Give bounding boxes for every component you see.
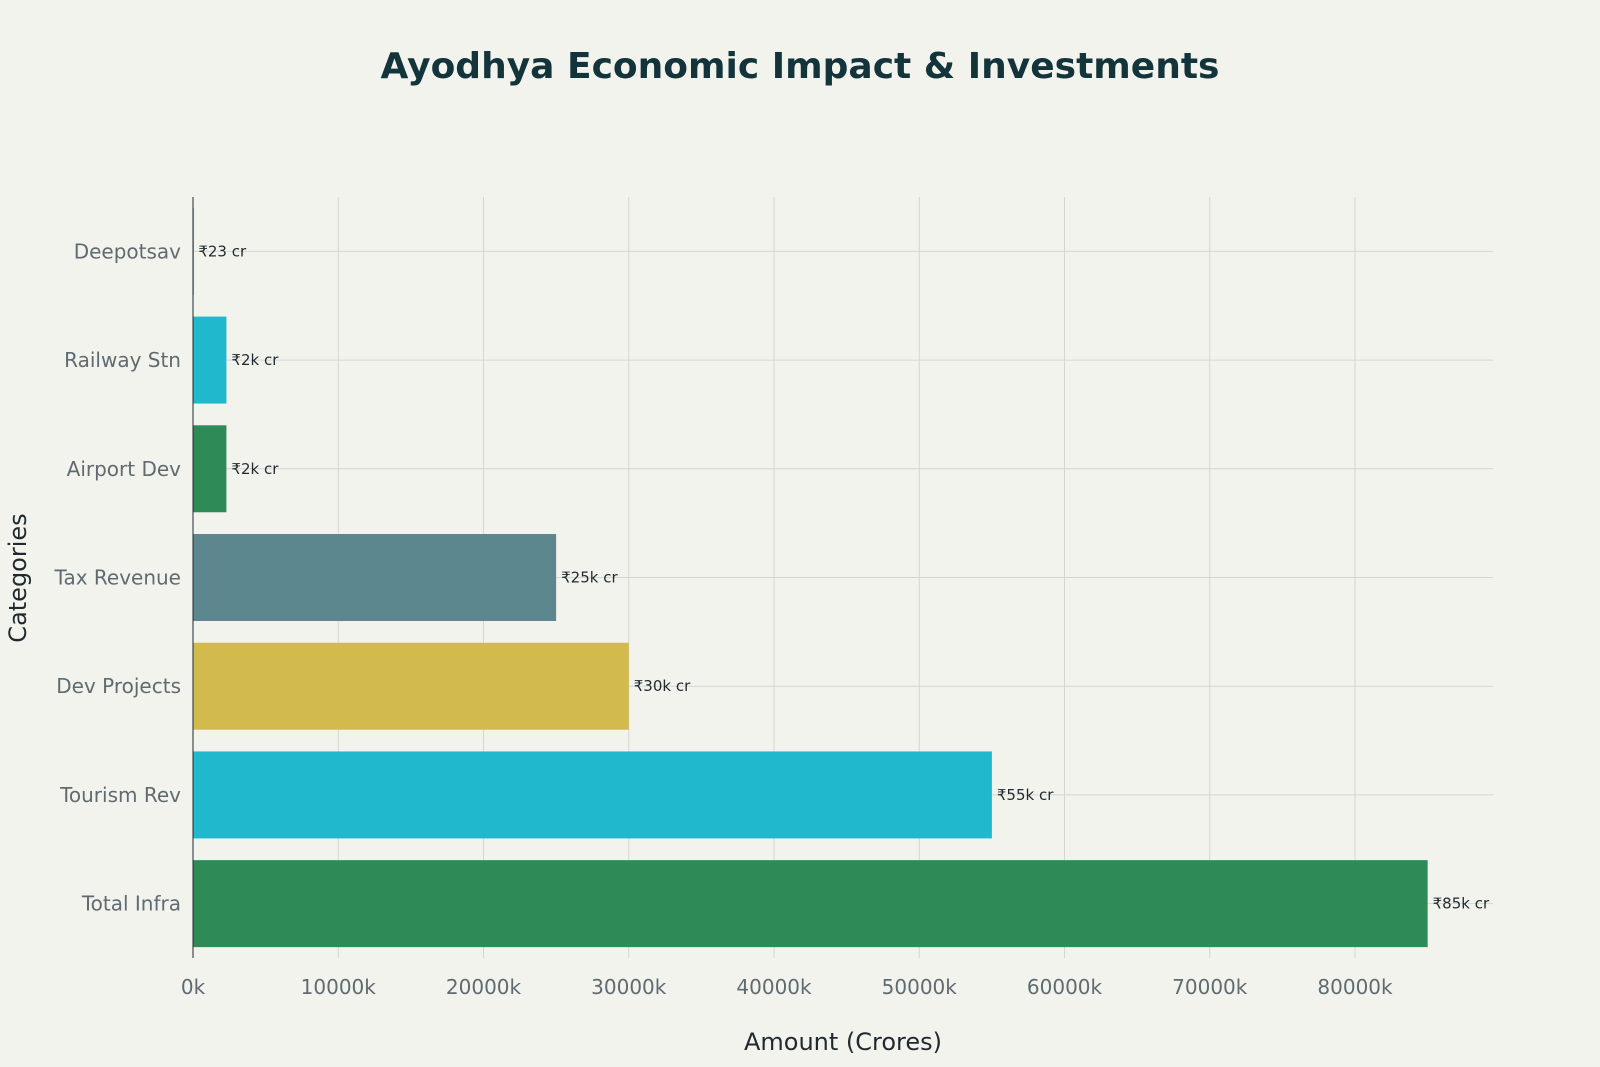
y-tick-label: Deepotsav xyxy=(74,239,181,263)
bar xyxy=(193,860,1428,948)
bar xyxy=(193,534,557,621)
y-tick-labels: Deepotsav Railway Stn Airport Dev Tax Reven… xyxy=(54,239,182,915)
x-tick-label: 20000k xyxy=(446,975,522,999)
x-tick-label: 60000k xyxy=(1027,975,1103,999)
data-label: ₹2k cr xyxy=(231,460,279,478)
x-tick-label: 80000k xyxy=(1317,975,1393,999)
bar xyxy=(193,751,992,839)
data-label: ₹25k cr xyxy=(561,569,618,587)
data-label: ₹23 cr xyxy=(198,242,247,260)
data-label: ₹55k cr xyxy=(997,786,1054,804)
data-label: ₹2k cr xyxy=(231,351,279,369)
x-tick-label: 30000k xyxy=(591,975,667,999)
bar xyxy=(193,642,629,730)
data-label: ₹30k cr xyxy=(634,677,691,695)
x-tick-label: 50000k xyxy=(882,975,958,999)
y-tick-label: Dev Projects xyxy=(56,674,181,698)
y-tick-label: Total Infra xyxy=(81,892,181,916)
bars xyxy=(193,207,1428,948)
data-label: ₹85k cr xyxy=(1433,895,1490,913)
x-tick-label: 10000k xyxy=(301,975,377,999)
y-tick-label: Tax Revenue xyxy=(54,566,181,590)
y-axis-title: Categories xyxy=(4,513,32,642)
y-tick-label: Railway Stn xyxy=(64,348,181,372)
x-tick-label: 40000k xyxy=(736,975,812,999)
bar xyxy=(193,425,227,513)
x-axis-title: Amount (Crores) xyxy=(744,1028,942,1056)
x-tick-labels: 0k 10000k 20000k 30000k 40000k 50000k 60000k 70… xyxy=(181,975,1393,999)
y-tick-label: Tourism Rev xyxy=(59,783,181,807)
y-tick-label: Airport Dev xyxy=(67,457,182,481)
x-tick-label: 0k xyxy=(181,975,206,999)
x-tick-label: 70000k xyxy=(1172,975,1248,999)
bar xyxy=(193,316,227,404)
data-labels: ₹23 cr ₹2k cr ₹2k cr ₹25k cr ₹30k cr ₹55k cr ₹… xyxy=(198,242,1490,912)
grid xyxy=(192,197,1493,958)
chart-title: Ayodhya Economic Impact & Investments xyxy=(381,46,1220,87)
